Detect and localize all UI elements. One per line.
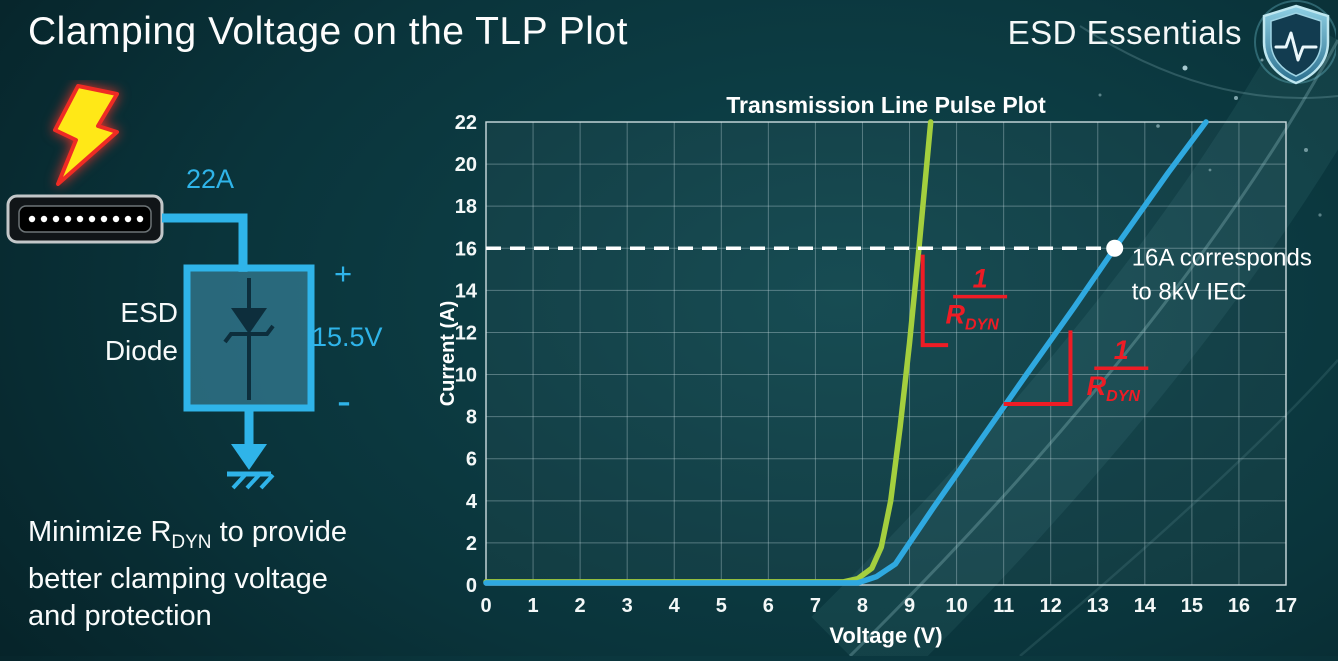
y-tick-label: 0 (466, 575, 477, 597)
lightning-bolt-icon (53, 84, 119, 186)
x-tick-label: 2 (575, 595, 586, 617)
ground-symbol (227, 408, 275, 490)
x-axis-label: Voltage (V) (829, 623, 942, 648)
shield-logo-icon (1254, 0, 1336, 85)
slope-bracket-1 (1003, 330, 1073, 407)
rdyn-frac-numerator-0: 1 (973, 264, 988, 294)
device-label: ESD Diode (38, 294, 178, 370)
x-tick-label: 17 (1275, 595, 1297, 617)
marker-label-line-0: 16A corresponds (1132, 244, 1312, 271)
slope-bracket-0 (920, 254, 949, 348)
series-line-1 (483, 119, 1209, 586)
y-tick-label: 20 (455, 154, 477, 176)
y-tick-label: 14 (455, 280, 478, 302)
device-label-line2: Diode (104, 335, 178, 366)
x-tick-label: 11 (993, 595, 1014, 617)
y-tick-label: 16 (455, 238, 477, 260)
caption: Minimize RDYN to provide better clamping… (28, 514, 347, 635)
y-tick-label: 2 (466, 533, 477, 555)
y-tick-label: 10 (455, 365, 477, 387)
x-tick-label: 0 (480, 595, 491, 617)
y-tick-label: 18 (455, 196, 477, 218)
zener-diode-symbol (223, 278, 275, 400)
plus-label: + (334, 256, 353, 291)
x-tick-label: 16 (1228, 595, 1250, 617)
x-tick-label: 15 (1181, 595, 1203, 617)
surge-wire (162, 213, 248, 272)
y-tick-label: 4 (466, 491, 478, 513)
rdyn-frac-denominator-1: RDYN (1087, 371, 1141, 405)
circuit-art (6, 84, 315, 490)
x-tick-label: 3 (622, 595, 633, 617)
esd-circuit-diagram: 22A + 15.5V - ESD Diode (0, 80, 430, 520)
x-tick-label: 1 (527, 595, 538, 617)
y-tick-label: 6 (466, 449, 477, 471)
plot-border (485, 121, 1287, 586)
hdmi-connector-icon (6, 194, 164, 244)
y-axis-label: Current (A) (440, 301, 459, 407)
x-tick-label: 8 (857, 595, 868, 617)
chart-title: Transmission Line Pulse Plot (726, 92, 1046, 118)
clamp-voltage-label: 15.5V (312, 322, 383, 352)
tlp-plot: 0 1 2 3 4 5 6 7 8 9 10 11 12 13 14 15 16 1702468101214161… (437, 92, 1312, 648)
rdyn-frac-numerator-1: 1 (1114, 335, 1129, 365)
x-tick-label: 4 (669, 595, 681, 617)
caption-line-2: better clamping voltage (28, 562, 328, 595)
y-tick-label: 22 (455, 112, 477, 134)
tlp-chart: 0 1 2 3 4 5 6 7 8 9 10 11 12 13 14 15 16 17 0 2 4 6 8 10 12 14 16 1… (437, 88, 1338, 656)
device-label-line1: ESD (120, 297, 178, 328)
marker-dot (1106, 239, 1124, 257)
caption-line-3: and protection (28, 599, 212, 632)
x-tick-label: 9 (904, 595, 915, 617)
minus-label: - (337, 377, 351, 424)
rdyn-subscript: DYN (171, 531, 212, 553)
y-tick-label: 8 (466, 407, 477, 429)
x-tick-label: 6 (763, 595, 774, 617)
x-tick-label: 10 (945, 595, 967, 617)
y-tick-label: 12 (455, 322, 477, 344)
x-tick-label: 14 (1134, 595, 1157, 617)
x-tick-label: 13 (1087, 595, 1109, 617)
marker-label-line-1: to 8kV IEC (1132, 278, 1247, 305)
x-tick-label: 5 (716, 595, 727, 617)
x-tick-label: 12 (1040, 595, 1062, 617)
caption-line-1: Minimize RDYN to provide (28, 516, 347, 553)
pulse-line-icon (1274, 31, 1318, 62)
slide-title: Clamping Voltage on the TLP Plot (28, 10, 628, 53)
x-tick-label: 7 (810, 595, 821, 617)
brand-title: ESD Essentials (1007, 14, 1242, 51)
surge-current-label: 22A (186, 164, 235, 194)
